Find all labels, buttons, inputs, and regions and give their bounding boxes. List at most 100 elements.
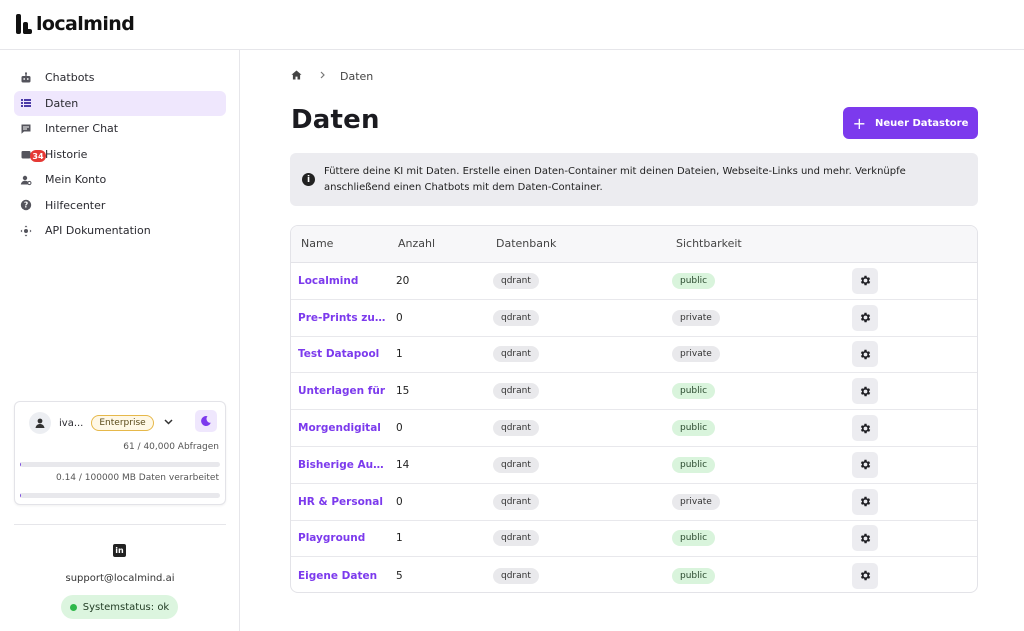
datastore-name[interactable]: Unterlagen für	[298, 385, 385, 398]
linkedin-icon[interactable]: in	[113, 544, 126, 557]
datastore-name[interactable]: HR & Personal	[298, 495, 383, 508]
visibility-chip: public	[672, 383, 716, 400]
datastore-count: 0	[396, 311, 403, 324]
datastore-count: 0	[396, 495, 403, 508]
datastore-name[interactable]: Pre-Prints zum...	[298, 311, 388, 324]
settings-button[interactable]	[852, 488, 878, 515]
sidebar-item-hilfecenter[interactable]: ? Hilfecenter	[14, 193, 226, 219]
visibility-cell: public	[672, 383, 716, 400]
table-row[interactable]: Eigene Daten 5 qdrant public	[291, 557, 977, 592]
database-cell: qdrant	[493, 272, 539, 289]
table-row[interactable]: Test Datapool 1 qdrant private	[291, 337, 977, 374]
history-icon: 34	[20, 148, 46, 163]
gear-icon	[860, 312, 870, 323]
status-dot-icon	[69, 603, 77, 611]
data-usage-text: 0.14 / 100000 MB Daten verarbeitet	[55, 473, 219, 483]
datastore-name[interactable]: Eigene Daten	[298, 569, 378, 582]
datastore-count: 5	[396, 569, 403, 582]
theme-toggle-button[interactable]	[195, 410, 217, 432]
settings-button[interactable]	[852, 451, 878, 478]
support-email[interactable]: support@localmind.ai	[65, 573, 175, 584]
datastore-count: 14	[396, 458, 410, 471]
breadcrumb: Daten	[291, 70, 373, 83]
datastore-name[interactable]: Playground	[298, 532, 366, 545]
table-row[interactable]: Bisherige Ausfl... 14 qdrant public	[291, 447, 977, 484]
chevron-down-icon[interactable]	[164, 418, 173, 428]
datastore-count: 0	[396, 422, 403, 435]
sidebar-item-api-dokumentation[interactable]: API Dokumentation	[14, 218, 226, 244]
datastore-count: 1	[396, 532, 403, 545]
account-name: iva...	[59, 417, 84, 429]
page-title: Daten	[291, 105, 380, 135]
sidebar-item-label: Chatbots	[45, 71, 95, 85]
gear-icon	[860, 533, 870, 544]
sidebar-item-interner-chat[interactable]: Interner Chat	[14, 116, 226, 142]
datastore-name[interactable]: Localmind	[298, 274, 359, 287]
database-cell: qdrant	[493, 567, 539, 584]
visibility-cell: private	[672, 493, 720, 510]
visibility-chip: private	[672, 493, 720, 510]
sidebar-item-label: Daten	[45, 96, 79, 110]
chevron-right-icon	[320, 71, 326, 82]
visibility-cell: public	[672, 272, 716, 289]
account-card: iva... Enterprise 61 / 40,000 Abfragen 0…	[14, 401, 226, 505]
table-row[interactable]: Unterlagen für 15 qdrant public	[291, 373, 977, 411]
table-row[interactable]: Playground 1 qdrant public	[291, 521, 977, 558]
requests-usage-text: 61 / 40,000 Abfragen	[123, 442, 219, 452]
settings-button[interactable]	[852, 267, 878, 294]
table-row[interactable]: Localmind 20 qdrant public	[291, 263, 977, 300]
settings-button[interactable]	[852, 415, 878, 442]
visibility-chip: private	[672, 346, 720, 363]
home-icon[interactable]	[291, 70, 302, 83]
requests-progress-fill	[20, 462, 22, 467]
visibility-cell: private	[672, 346, 720, 363]
account-switcher[interactable]: iva... Enterprise	[29, 412, 173, 434]
sidebar-item-label: Historie	[45, 147, 88, 161]
visibility-chip: public	[672, 456, 716, 473]
datastore-name[interactable]: Morgendigital	[298, 422, 381, 435]
database-cell: qdrant	[493, 530, 539, 547]
settings-button[interactable]	[852, 562, 878, 589]
table-row[interactable]: Pre-Prints zum... 0 qdrant private	[291, 300, 977, 337]
logo-text: localmind	[36, 13, 135, 35]
sidebar-divider	[14, 524, 226, 525]
database-cell: qdrant	[493, 309, 539, 326]
settings-button[interactable]	[852, 378, 878, 405]
system-status-badge[interactable]: Systemstatus: ok	[61, 595, 178, 619]
list-icon	[20, 97, 32, 109]
table-body: Localmind 20 qdrant public Pre-Prints zum...…	[291, 263, 977, 592]
datastore-name[interactable]: Bisherige Ausfl...	[298, 458, 388, 471]
header-count[interactable]: Anzahl	[398, 237, 436, 250]
new-datastore-button[interactable]: + Neuer Datastore	[843, 107, 978, 139]
info-banner: i Füttere deine KI mit Daten. Erstelle e…	[290, 153, 978, 206]
settings-button[interactable]	[852, 341, 878, 368]
sidebar-item-label: Mein Konto	[45, 173, 107, 187]
sidebar-item-label: API Dokumentation	[45, 224, 151, 238]
sidebar-item-mein-konto[interactable]: Mein Konto	[14, 167, 226, 193]
database-chip: qdrant	[493, 530, 539, 547]
sidebar-item-daten[interactable]: Daten	[14, 90, 226, 116]
user-settings-icon	[20, 174, 32, 186]
settings-button[interactable]	[852, 304, 878, 331]
logo[interactable]: localmind	[16, 13, 135, 35]
visibility-cell: public	[672, 420, 716, 437]
sidebar-item-historie[interactable]: 34 Historie	[14, 142, 226, 168]
gear-icon	[860, 423, 870, 433]
gear-icon	[860, 276, 870, 286]
settings-button[interactable]	[852, 525, 878, 552]
table-row[interactable]: Morgendigital 0 qdrant public	[291, 410, 977, 447]
sidebar-item-chatbots[interactable]: Chatbots	[14, 65, 226, 91]
database-cell: qdrant	[493, 420, 539, 437]
header-name[interactable]: Name	[301, 237, 334, 250]
datastore-name[interactable]: Test Datapool	[298, 348, 380, 361]
datastore-table: Name Anzahl Datenbank Sichtbarkeit Local…	[290, 225, 978, 593]
header-database[interactable]: Datenbank	[496, 237, 557, 250]
header-visibility[interactable]: Sichtbarkeit	[676, 237, 742, 250]
sidebar-nav: Chatbots Daten Interner Chat 34 Historie	[14, 65, 226, 244]
database-chip: qdrant	[493, 456, 539, 473]
table-row[interactable]: HR & Personal 0 qdrant private	[291, 484, 977, 521]
visibility-chip: public	[672, 530, 716, 547]
user-icon	[35, 418, 45, 428]
info-text: Füttere deine KI mit Daten. Erstelle ein…	[324, 165, 906, 193]
gear-icon	[860, 570, 870, 581]
